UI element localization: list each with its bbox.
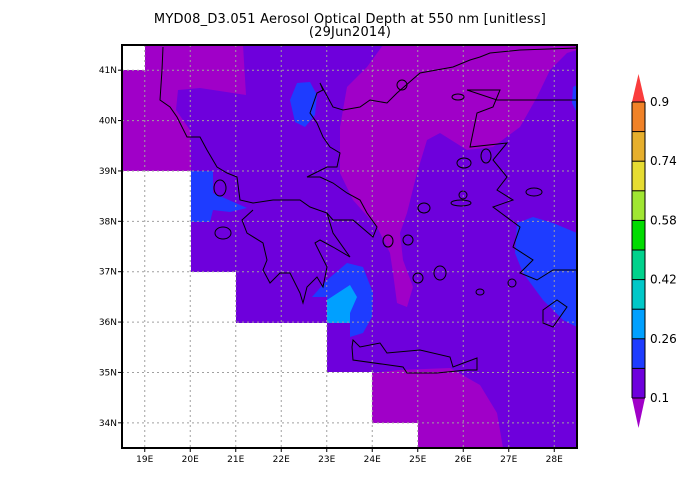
plot-title: MYD08_D3.051 Aerosol Optical Depth at 55… [153, 12, 547, 27]
colorbar-segment [632, 161, 645, 191]
colorbar-above-triangle [632, 74, 645, 102]
region-below-0.1-south [372, 368, 503, 448]
lat-tick-label: 41N [99, 66, 117, 76]
lat-tick-label: 34N [99, 419, 117, 429]
lon-tick-label: 21E [227, 455, 244, 465]
lat-tick-label: 35N [99, 368, 117, 378]
lat-tick-label: 39N [99, 167, 117, 177]
region-below-0.1-aegean [340, 45, 577, 307]
colorbar-label: 0.58 [650, 213, 677, 227]
colorbar-segment [632, 102, 645, 132]
region-blue-north [290, 82, 317, 127]
region-below-0.1-northwest [122, 45, 246, 171]
region-blue-ionian [191, 171, 247, 222]
missing-data [122, 45, 418, 448]
colorbar-segment [632, 250, 645, 280]
lon-tick-label: 19E [136, 455, 153, 465]
region-blue-northeast-edge [572, 85, 577, 113]
colorbar-segment [632, 309, 645, 339]
region-cyan-center [327, 285, 357, 323]
lon-tick-label: 28E [546, 455, 563, 465]
colorbar-segment [632, 338, 645, 369]
lon-tick-label: 22E [273, 455, 290, 465]
colorbar-label: 0.1 [650, 391, 669, 405]
region-blue-east [515, 217, 577, 327]
lon-axis-labels: 19E 20E 21E 22E 23E 24E 25E 26E 27E 28E [136, 448, 563, 465]
colorbar-segment [632, 279, 645, 310]
coastlines [159, 46, 577, 374]
colorbar: 0.9 0.74 0.58 0.42 0.26 0.1 [631, 74, 677, 428]
lon-tick-label: 25E [409, 455, 426, 465]
lon-tick-label: 24E [364, 455, 381, 465]
lat-tick-label: 38N [99, 217, 117, 227]
lon-tick-label: 23E [318, 455, 335, 465]
colorbar-label: 0.74 [650, 154, 677, 168]
lat-axis-labels: 41N 40N 39N 38N 37N 36N 35N 34N [99, 66, 122, 429]
colorbar-segment [632, 131, 645, 162]
colorbar-segment [632, 190, 645, 221]
lat-tick-label: 40N [99, 117, 117, 127]
lon-tick-label: 20E [182, 455, 199, 465]
aod-field [122, 45, 577, 448]
lon-tick-label: 27E [500, 455, 517, 465]
lat-tick-label: 36N [99, 318, 117, 328]
colorbar-label: 0.42 [650, 273, 677, 287]
lon-tick-label: 26E [455, 455, 472, 465]
grid-lines [122, 45, 577, 448]
plot-subtitle-date: (29Jun2014) [308, 25, 392, 40]
colorbar-label: 0.26 [650, 332, 677, 346]
lat-tick-label: 37N [99, 268, 117, 278]
colorbar-segment [632, 220, 645, 250]
plot-frame [121, 44, 578, 449]
colorbar-label: 0.9 [650, 95, 669, 109]
colorbar-below-triangle [632, 398, 645, 428]
colorbar-segment [632, 368, 645, 398]
